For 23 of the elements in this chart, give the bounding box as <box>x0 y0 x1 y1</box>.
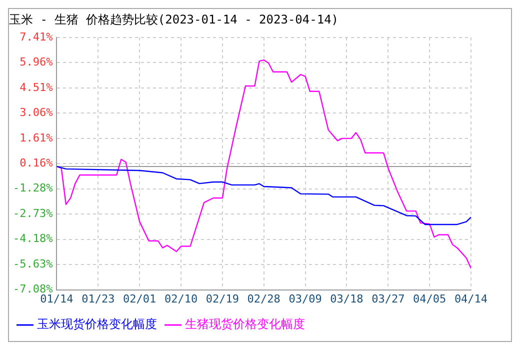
y-tick-label: 0.16% <box>20 156 54 170</box>
y-tick-label: -1.28% <box>12 182 54 195</box>
y-tick-label: 3.06% <box>20 106 54 120</box>
x-tick-label: 03/18 <box>330 292 364 306</box>
y-tick-label: 7.41% <box>20 30 54 44</box>
y-tick-label: -2.73% <box>12 206 54 220</box>
x-tick-label: 04/05 <box>413 292 446 306</box>
chart-title: 玉米 - 生猪 价格趋势比较(2023-01-14 - 2023-04-14) <box>9 12 339 26</box>
x-tick-label: 02/19 <box>206 292 240 306</box>
x-tick-label: 02/28 <box>247 292 280 306</box>
legend-label: 玉米现货价格变化幅度 <box>37 317 157 332</box>
y-tick-label: 5.96% <box>20 56 54 69</box>
y-tick-label: 4.51% <box>20 80 54 94</box>
y-tick-label: -4.18% <box>12 232 54 246</box>
y-tick-label: 1.61% <box>20 131 54 144</box>
x-tick-label: 03/27 <box>372 292 405 306</box>
x-tick-label: 02/10 <box>164 292 198 306</box>
legend-label: 生猪现货价格变化幅度 <box>185 317 305 332</box>
x-tick-label: 03/09 <box>288 292 322 306</box>
x-tick-label: 01/23 <box>82 292 115 306</box>
x-tick-label: 02/01 <box>123 292 156 306</box>
y-tick-label: -5.63% <box>12 257 54 270</box>
x-tick-label: 04/14 <box>454 292 488 306</box>
